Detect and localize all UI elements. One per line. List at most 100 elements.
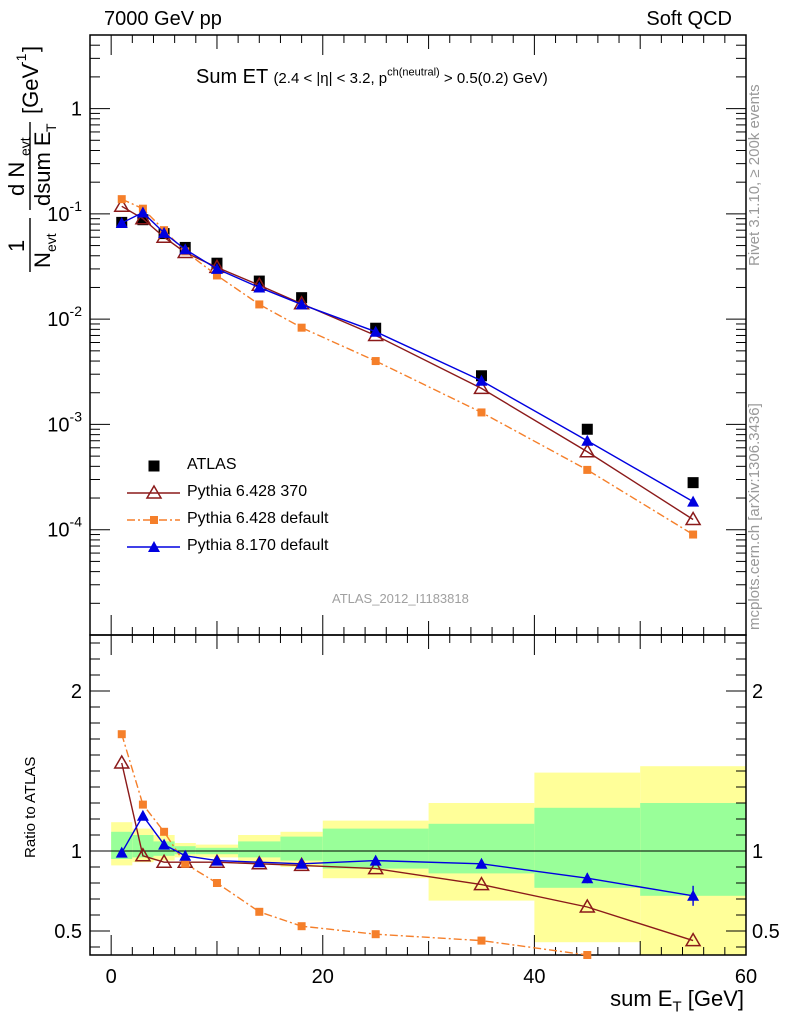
ratio-point-pythia-6-428-default [138, 800, 147, 809]
ylabel-exp: -1 [13, 53, 29, 66]
title-sup: ch(neutral) [387, 66, 440, 79]
x-tick-label: 0 [106, 966, 117, 988]
data-point-pythia-6-428-default [477, 408, 486, 417]
ratio-y-tick-label-right: 1 [752, 841, 763, 863]
x-axis-label: sum ET [GeV] [610, 986, 744, 1015]
x-tick-label: 20 [312, 966, 334, 988]
ratio-point-pythia-8-170-default [210, 854, 223, 866]
ratio-point-pythia-6-428-default [181, 859, 190, 868]
data-point-pythia-6-428-default [255, 300, 264, 309]
y-tick-label: 10-2 [47, 303, 82, 331]
ratio-point-pythia-6-428-default [297, 922, 306, 931]
ratio-plot-frame [89, 634, 747, 956]
data-point-pythia-8-170-default [295, 298, 308, 310]
data-point-pythia-8-170-default [581, 434, 594, 446]
process-label: Soft QCD [646, 8, 732, 30]
ratio-point-pythia-6-428-default [117, 730, 126, 739]
y-tick-label: 10-4 [47, 514, 82, 542]
ratio-point-pythia-6-428-370 [473, 876, 490, 891]
data-point-pythia-8-170-default [475, 374, 488, 386]
ylabel-N: N [30, 252, 55, 268]
legend-marker-atlas [148, 460, 160, 472]
ratio-y-axis-label: Ratio to ATLAS [22, 756, 39, 858]
data-point-pythia-8-170-default [253, 281, 266, 293]
data-point-pythia-6-428-default [583, 465, 592, 474]
legend-label-pythia-6-428-370: Pythia 6.428 370 [187, 483, 308, 500]
band-stat-5 [238, 841, 281, 858]
ratio-point-pythia-6-428-default [371, 930, 380, 939]
ratio-y-tick-label-right: 2 [752, 681, 763, 703]
ratio-y-tick-label-left: 1 [71, 841, 82, 863]
data-point-atlas [137, 214, 149, 226]
legend-label-pythia-8-170-default: Pythia 8.170 default [187, 537, 329, 554]
ylabel-evt: evt [43, 233, 59, 252]
legend-marker-pythia-6-428-default [150, 516, 158, 524]
legend-label-pythia-6-428-default: Pythia 6.428 default [187, 510, 329, 527]
ratio-point-pythia-8-170-default [179, 849, 192, 861]
data-point-pythia-6-428-370 [473, 379, 490, 395]
data-point-pythia-6-428-default [371, 357, 380, 366]
ratio-point-pythia-6-428-370 [134, 847, 152, 862]
data-point-pythia-6-428-default [297, 323, 306, 332]
title-main: Sum ET [196, 66, 268, 88]
data-point-pythia-8-170-default [179, 243, 192, 255]
ylabel-bracket: ] [18, 46, 43, 52]
legend-marker-pythia-8-170-default [148, 541, 160, 552]
legend-label-atlas: ATLAS [187, 456, 237, 473]
ratio-point-pythia-6-428-370 [155, 853, 173, 868]
analysis-id-label: ATLAS_2012_I1183818 [332, 591, 469, 606]
data-point-pythia-6-428-370 [684, 511, 702, 526]
data-point-pythia-8-170-default [210, 262, 223, 274]
x-tick-label: 40 [523, 966, 545, 988]
mcplots-label: mcplots.cern.ch [arXiv:1306.3436] [746, 403, 763, 630]
title-detail: (2.4 < |η| < 3.2, p [273, 70, 388, 87]
ratio-y-tick-label-left: 0.5 [54, 921, 82, 943]
y-tick-label: 10-3 [47, 408, 82, 436]
ratio-point-pythia-8-170-default [475, 857, 488, 869]
ratio-point-pythia-8-170-default [295, 857, 308, 869]
ylabel-unit: [GeV [18, 64, 43, 114]
data-point-atlas [581, 423, 593, 435]
x-axis-label-unit: [GeV] [681, 986, 744, 1011]
ratio-point-pythia-6-428-default [212, 879, 221, 887]
rivet-version-label: Rivet 3.1.10, ≥ 200k events [746, 84, 763, 266]
ylabel-T: T [43, 123, 59, 132]
ylabel-dN: d N [4, 162, 29, 196]
data-point-pythia-8-170-default [687, 495, 700, 507]
y-tick-label: 10-1 [47, 198, 82, 226]
ratio-y-tick-label-left: 2 [71, 681, 82, 703]
ratio-point-pythia-6-428-default [477, 936, 486, 945]
ratio-point-pythia-8-170-default [158, 838, 171, 850]
ratio-y-tick-label-right: 0.5 [752, 921, 780, 943]
ylabel-dsumE: dsum E [30, 131, 55, 206]
title-tail: > 0.5(0.2) GeV) [439, 70, 548, 87]
data-point-pythia-8-170-default [158, 226, 171, 238]
ratio-point-pythia-6-428-370 [578, 898, 596, 913]
data-point-atlas [687, 477, 699, 489]
ratio-point-pythia-6-428-default [255, 907, 264, 916]
band-stat-0 [111, 831, 133, 859]
x-axis-label-sub: T [672, 998, 682, 1016]
data-point-pythia-6-428-default [117, 195, 126, 204]
data-point-pythia-6-428-default [689, 530, 698, 539]
x-axis-label-main: sum E [610, 986, 673, 1011]
y-tick-label: 1 [71, 99, 82, 121]
ylabel-evt2: evt [17, 137, 33, 156]
legend-marker-pythia-6-428-370 [145, 484, 163, 499]
data-point-atlas [253, 275, 265, 287]
ratio-point-pythia-8-170-default [253, 856, 266, 868]
data-point-pythia-6-428-default [212, 271, 221, 280]
band-stat-1 [132, 835, 154, 858]
ratio-point-pythia-8-170-default [369, 854, 382, 866]
data-point-pythia-6-428-370 [113, 197, 131, 213]
plot-title: Sum ET (2.4 < |η| < 3.2, pch(neutral) > … [196, 66, 548, 89]
ratio-point-pythia-8-170-default [115, 846, 128, 858]
data-point-pythia-6-428-370 [578, 443, 596, 458]
ratio-point-pythia-8-170-default [136, 809, 149, 821]
data-point-pythia-8-170-default [115, 216, 128, 228]
beam-energy-label: 7000 GeV pp [104, 8, 222, 30]
data-point-pythia-8-170-default [136, 206, 149, 218]
ratio-line-pythia-6-428-default [121, 733, 588, 956]
